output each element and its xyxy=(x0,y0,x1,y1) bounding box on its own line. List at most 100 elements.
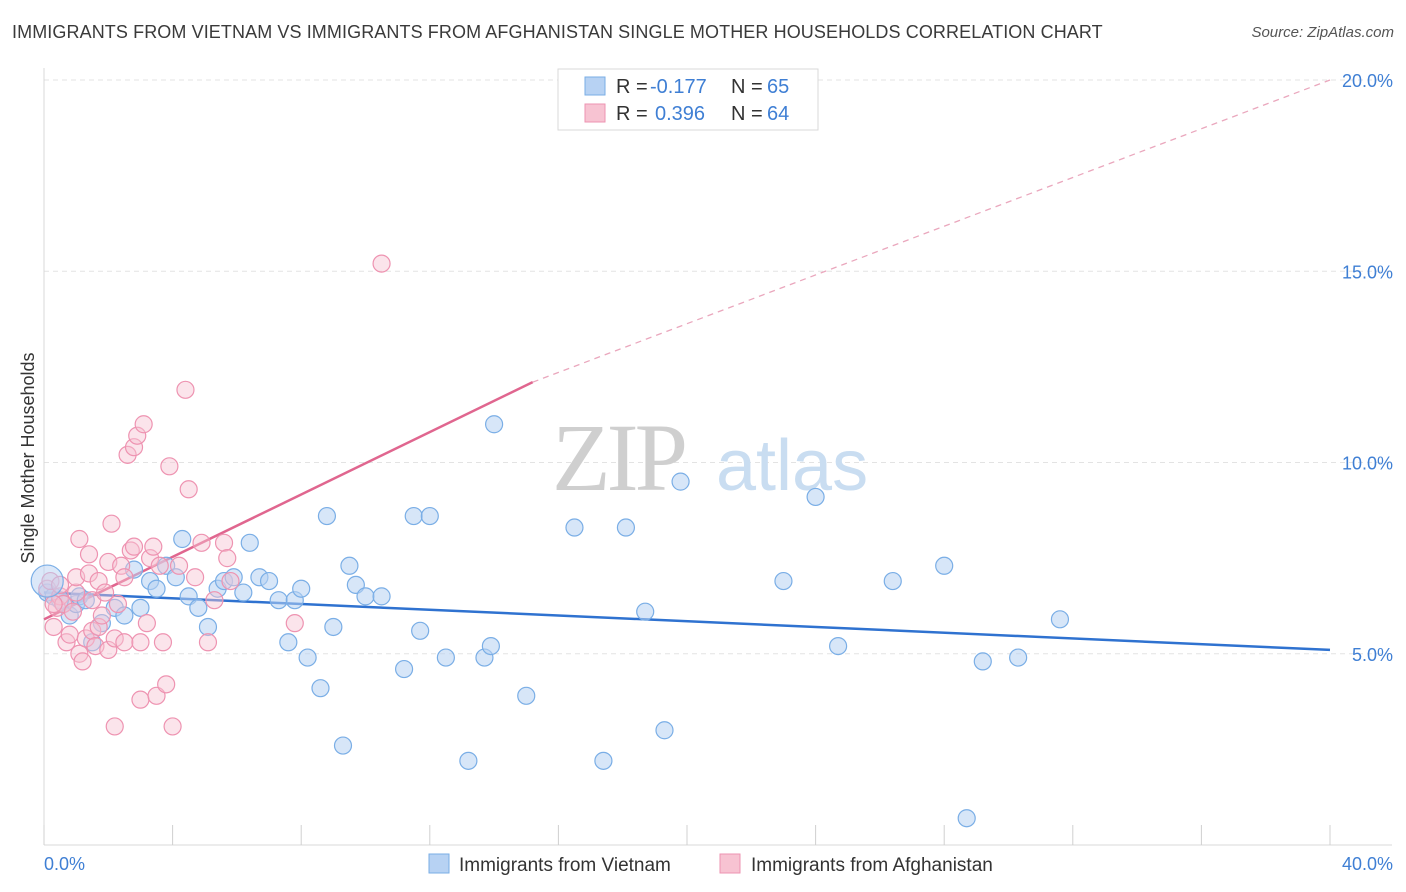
trend-lines xyxy=(43,79,1331,652)
point-vietnam xyxy=(234,583,253,602)
point-afghanistan xyxy=(44,617,63,637)
point-vietnam xyxy=(198,617,218,637)
point-vietnam xyxy=(671,472,690,491)
stats-n-label-afghanistan: N = xyxy=(731,103,763,125)
point-afghanistan xyxy=(92,606,111,625)
point-vietnam xyxy=(173,529,192,549)
point-afghanistan xyxy=(198,633,218,652)
point-vietnam xyxy=(404,506,423,526)
point-afghanistan xyxy=(79,545,99,564)
point-vietnam xyxy=(76,591,95,610)
point-afghanistan xyxy=(115,633,134,652)
point-vietnam xyxy=(957,809,976,828)
point-vietnam-cluster xyxy=(30,564,64,598)
stats-n-value-vietnam: 65 xyxy=(767,76,789,98)
stats-n-label-vietnam: N = xyxy=(731,76,763,98)
watermark-zip: ZIP xyxy=(552,404,685,511)
point-afghanistan xyxy=(105,629,124,648)
y-tick-label: 15.0% xyxy=(1342,262,1393,282)
point-vietnam xyxy=(1050,610,1070,629)
legend-swatch-afghanistan xyxy=(719,853,741,874)
point-afghanistan xyxy=(157,675,176,694)
point-vietnam xyxy=(806,487,825,507)
data-points xyxy=(30,254,1070,828)
point-vietnam xyxy=(356,587,375,606)
point-afghanistan xyxy=(95,583,115,602)
point-afghanistan xyxy=(115,568,134,587)
point-vietnam xyxy=(372,587,391,606)
point-afghanistan xyxy=(176,380,195,399)
y-tick-label: 5.0% xyxy=(1352,645,1393,665)
point-vietnam xyxy=(517,686,536,705)
x-tick-label: 0.0% xyxy=(44,854,85,874)
point-afghanistan xyxy=(108,594,128,614)
stats-r-label-afghanistan: R = xyxy=(616,103,648,125)
stats-swatch-afghanistan xyxy=(584,103,606,123)
point-afghanistan xyxy=(67,583,86,602)
legend-swatch-vietnam xyxy=(428,853,450,874)
point-vietnam xyxy=(565,518,584,537)
point-vietnam xyxy=(459,751,478,770)
point-vietnam xyxy=(324,617,343,637)
trend-line-vietnam xyxy=(43,591,1331,652)
stats-r-value-vietnam: -0.177 xyxy=(650,76,707,98)
source-label: Source: ZipAtlas.com xyxy=(1251,24,1394,41)
y-tick-label: 20.0% xyxy=(1342,71,1393,91)
point-afghanistan xyxy=(179,480,198,499)
point-afghanistan xyxy=(192,533,211,552)
point-vietnam xyxy=(594,751,613,770)
point-vietnam xyxy=(147,579,166,598)
point-afghanistan xyxy=(131,633,150,652)
point-vietnam xyxy=(333,736,353,755)
stats-r-value-afghanistan: 0.396 xyxy=(655,103,705,125)
stats-box: R = -0.177 N = 65 R = 0.396 N = 64 xyxy=(557,68,819,131)
y-tick-label: 10.0% xyxy=(1342,454,1393,474)
stats-swatch-vietnam xyxy=(584,76,606,96)
stats-n-value-afghanistan: 64 xyxy=(767,103,789,125)
point-afghanistan xyxy=(73,652,92,671)
point-afghanistan xyxy=(70,529,89,549)
point-vietnam xyxy=(481,636,500,656)
point-vietnam xyxy=(394,659,414,679)
point-vietnam xyxy=(240,533,259,552)
x-tick-label: 40.0% xyxy=(1342,854,1393,874)
legend-label-afghanistan: Immigrants from Afghanistan xyxy=(751,855,993,876)
point-vietnam xyxy=(485,415,504,434)
point-vietnam xyxy=(883,571,902,591)
point-vietnam xyxy=(935,556,954,575)
point-vietnam xyxy=(774,571,793,591)
point-vietnam xyxy=(115,606,134,625)
point-afghanistan xyxy=(54,594,73,614)
point-afghanistan xyxy=(102,514,121,533)
point-afghanistan xyxy=(63,602,83,621)
point-afghanistan xyxy=(131,690,150,709)
point-afghanistan xyxy=(140,549,160,568)
point-afghanistan xyxy=(285,614,304,633)
point-afghanistan xyxy=(150,556,169,575)
point-afghanistan xyxy=(128,426,147,445)
point-vietnam xyxy=(636,602,655,621)
point-afghanistan xyxy=(186,568,205,587)
point-afghanistan xyxy=(99,640,118,660)
point-vietnam xyxy=(1009,648,1028,667)
point-afghanistan xyxy=(205,591,224,610)
point-vietnam xyxy=(298,648,317,667)
point-afghanistan xyxy=(44,594,63,614)
point-afghanistan xyxy=(218,549,237,568)
point-vietnam xyxy=(420,506,439,526)
point-afghanistan xyxy=(79,564,99,583)
point-afghanistan xyxy=(89,617,108,637)
point-vietnam xyxy=(269,591,288,610)
point-afghanistan xyxy=(169,556,189,575)
point-vietnam xyxy=(829,636,848,656)
point-vietnam xyxy=(292,579,311,598)
point-afghanistan xyxy=(163,717,182,736)
axes xyxy=(43,68,1392,846)
point-vietnam xyxy=(259,571,279,591)
point-afghanistan xyxy=(221,571,240,591)
point-vietnam xyxy=(655,721,674,740)
point-afghanistan xyxy=(153,633,173,652)
point-vietnam xyxy=(411,621,430,640)
point-vietnam xyxy=(616,518,636,537)
